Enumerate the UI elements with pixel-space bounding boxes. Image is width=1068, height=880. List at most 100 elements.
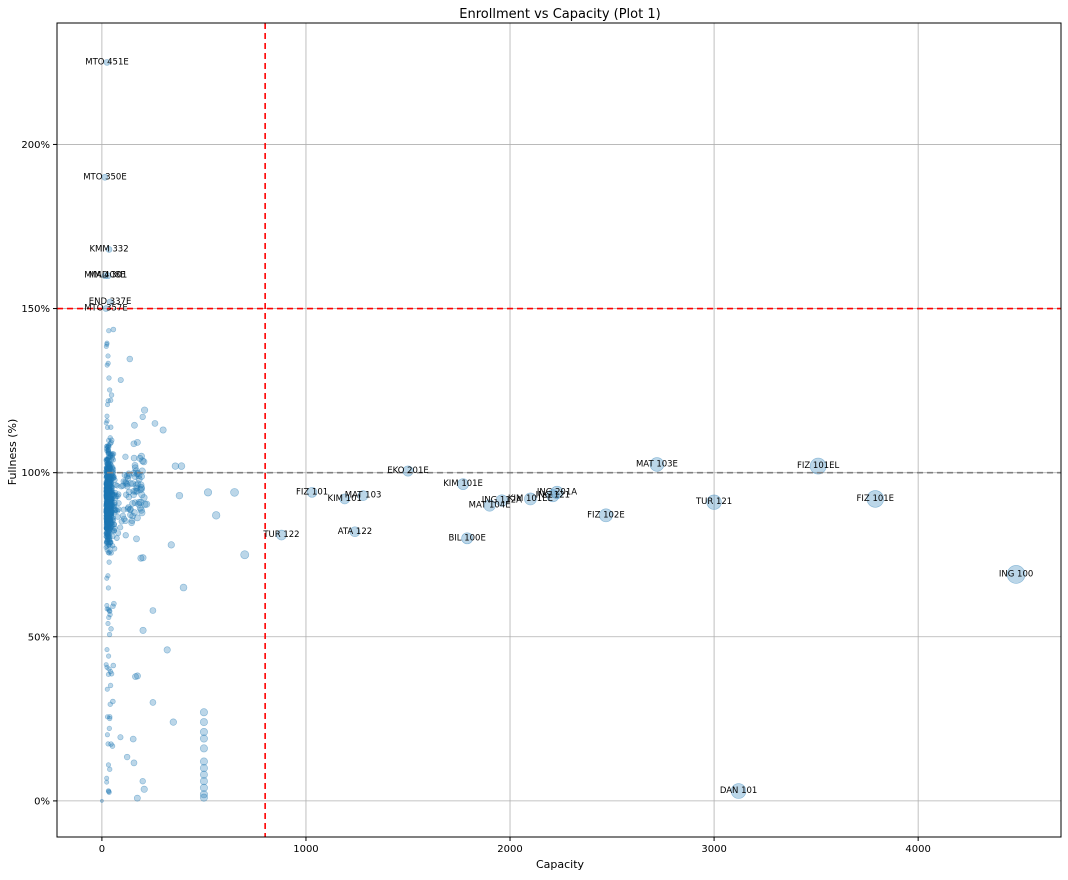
data-point xyxy=(108,510,115,516)
point-label: FIZ 101 xyxy=(296,487,328,497)
labeled-data-point xyxy=(483,499,496,512)
data-point xyxy=(112,482,119,488)
data-point xyxy=(109,543,116,549)
data-point xyxy=(110,466,117,473)
data-point xyxy=(105,508,111,514)
x-axis-label: Capacity xyxy=(536,858,585,871)
data-point xyxy=(103,480,109,486)
data-point xyxy=(108,457,115,463)
data-point xyxy=(108,487,114,493)
data-point xyxy=(140,494,148,502)
data-point xyxy=(104,477,110,483)
data-point xyxy=(107,512,113,518)
data-point xyxy=(106,481,112,487)
data-point xyxy=(103,485,109,491)
data-point xyxy=(107,485,113,492)
data-point xyxy=(103,501,109,507)
data-point xyxy=(107,507,114,513)
data-point xyxy=(103,534,109,540)
data-point xyxy=(109,743,116,749)
data-point xyxy=(133,535,140,543)
data-point xyxy=(108,424,114,430)
labeled-data-point xyxy=(101,173,109,181)
data-point xyxy=(131,499,139,507)
data-point xyxy=(103,525,109,531)
data-point xyxy=(104,510,110,516)
data-point xyxy=(103,501,109,507)
data-point xyxy=(108,489,114,495)
data-point xyxy=(105,494,111,500)
data-point xyxy=(105,398,111,404)
data-point xyxy=(107,496,113,502)
data-point xyxy=(103,491,109,497)
data-point xyxy=(105,492,111,498)
data-point xyxy=(106,507,113,513)
data-point xyxy=(199,790,208,799)
data-point xyxy=(105,537,111,543)
data-point xyxy=(104,497,110,503)
data-point xyxy=(109,499,115,505)
labeled-data-point xyxy=(306,487,318,498)
data-point xyxy=(108,480,115,486)
reference-lines xyxy=(57,23,1061,837)
labeled-data-point xyxy=(1006,565,1026,584)
data-point xyxy=(108,512,115,518)
data-point xyxy=(104,537,110,543)
data-point xyxy=(107,478,113,484)
data-point xyxy=(103,482,109,487)
data-point xyxy=(105,503,111,509)
points-layer xyxy=(100,59,1026,803)
data-point xyxy=(113,507,119,513)
point-label: END 337E xyxy=(89,297,132,307)
data-point xyxy=(104,535,110,541)
data-point xyxy=(106,499,113,505)
data-point xyxy=(103,502,109,508)
data-point xyxy=(105,511,111,517)
data-point xyxy=(103,534,109,540)
data-point xyxy=(105,464,111,470)
data-point xyxy=(106,506,112,512)
data-point xyxy=(105,535,111,541)
data-point xyxy=(105,534,111,540)
data-point xyxy=(103,493,109,499)
data-point xyxy=(105,508,111,514)
data-point xyxy=(106,502,113,509)
plot-area-frame xyxy=(56,22,1062,838)
data-point xyxy=(105,671,112,677)
data-point xyxy=(104,496,110,502)
data-point xyxy=(111,600,117,607)
data-point xyxy=(107,480,113,486)
data-point xyxy=(107,514,113,520)
data-point xyxy=(108,550,114,556)
data-point xyxy=(127,511,134,519)
data-point xyxy=(105,497,111,503)
data-point xyxy=(105,360,111,366)
data-point xyxy=(107,441,113,447)
data-point xyxy=(103,507,109,513)
data-point xyxy=(109,496,115,502)
data-point xyxy=(106,489,112,495)
data-point xyxy=(104,522,110,528)
data-point xyxy=(104,499,110,505)
data-point xyxy=(130,454,138,462)
data-point xyxy=(104,467,109,472)
data-point xyxy=(104,418,110,424)
data-point xyxy=(103,509,109,515)
data-point xyxy=(107,682,114,689)
data-point xyxy=(106,514,112,521)
data-point xyxy=(104,482,110,488)
data-point xyxy=(199,757,208,766)
data-point xyxy=(109,492,116,498)
data-point xyxy=(106,526,112,532)
data-point xyxy=(106,489,112,495)
data-point xyxy=(137,506,145,514)
data-point xyxy=(107,489,113,495)
data-point xyxy=(105,519,111,525)
data-point xyxy=(118,483,125,490)
data-point xyxy=(106,550,112,556)
data-point xyxy=(199,734,208,743)
labeled-data-point xyxy=(101,272,109,280)
data-point xyxy=(106,487,112,493)
data-point xyxy=(105,522,111,528)
data-point xyxy=(107,543,113,549)
